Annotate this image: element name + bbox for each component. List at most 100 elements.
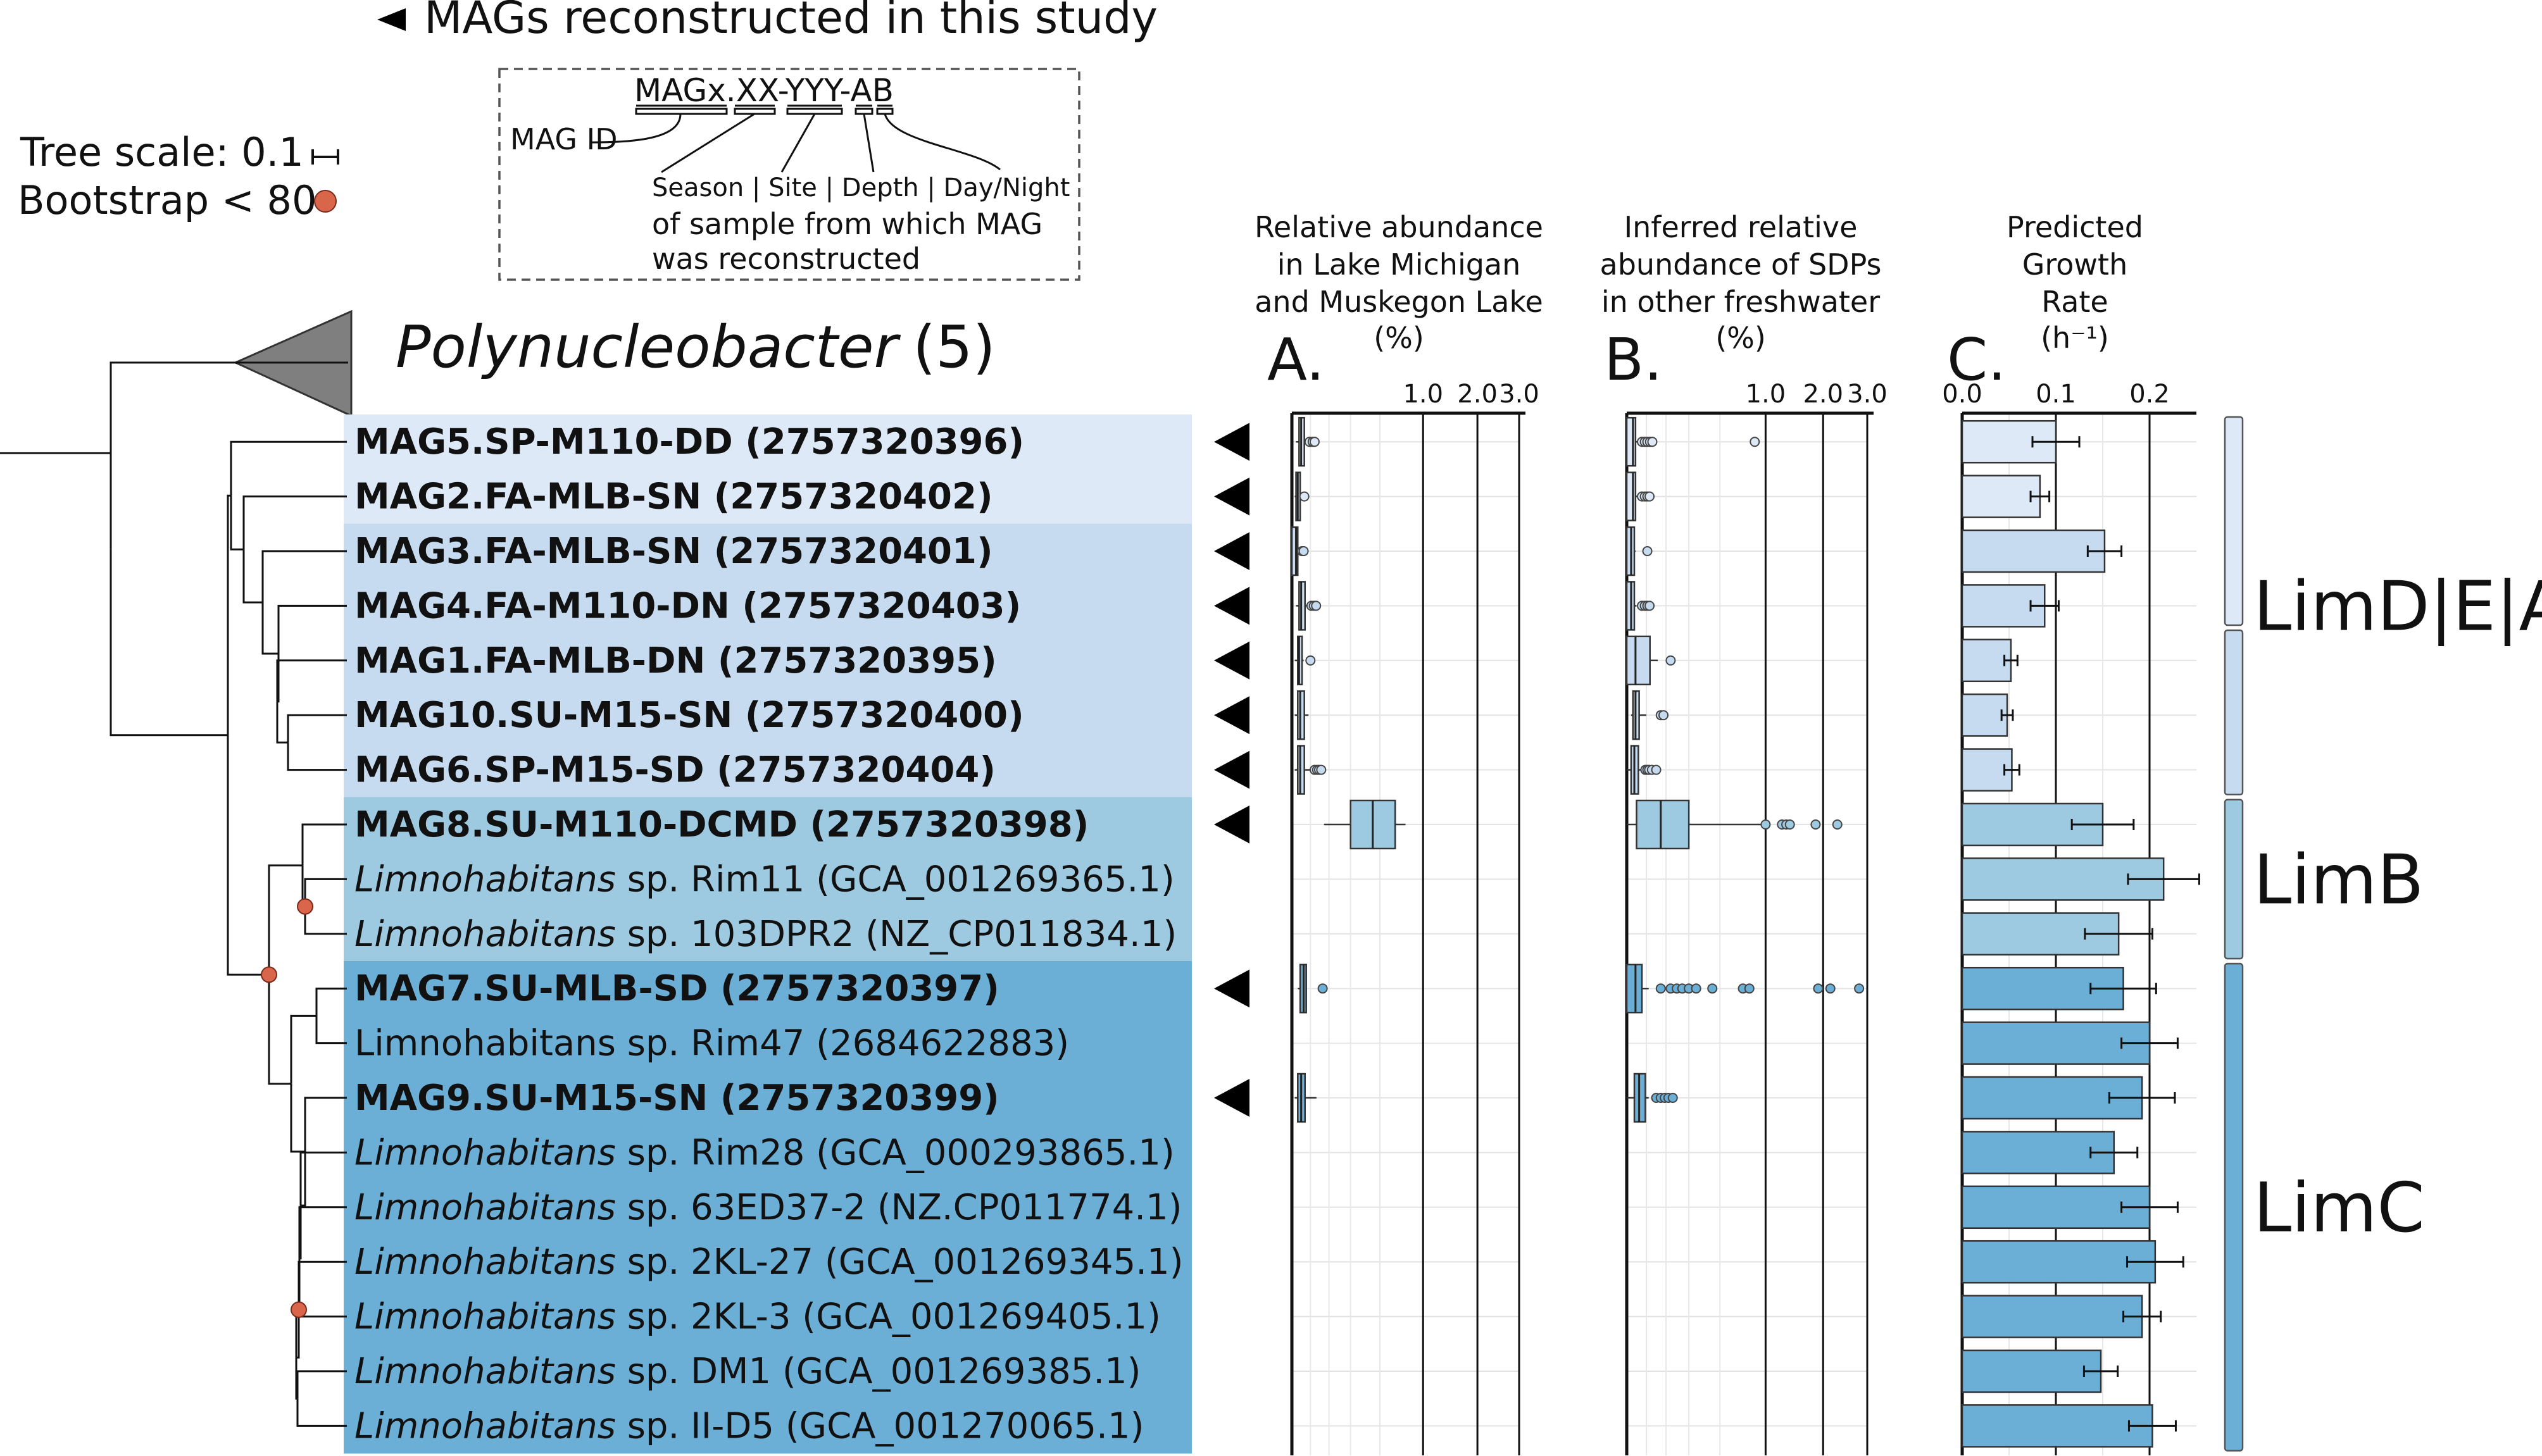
tree-branch bbox=[261, 602, 279, 655]
panel-b-title-line3: in other freshwater bbox=[1601, 285, 1880, 319]
tree-branch bbox=[296, 1370, 347, 1399]
taxon-label: MAG7.SU-MLB-SD (2757320397) bbox=[354, 968, 999, 1009]
axis-tick-label: 1.0 bbox=[1746, 380, 1786, 409]
row-band bbox=[344, 1125, 1192, 1181]
tree-branch bbox=[296, 1398, 347, 1427]
axis-tick-label: 0.0 bbox=[1942, 380, 1982, 409]
taxon-label: MAG10.SU-M15-SN (2757320400) bbox=[354, 695, 1024, 736]
clade-bar bbox=[2224, 962, 2244, 1452]
taxon-label: Limnohabitans sp. 2KL-3 (GCA_001269405.1… bbox=[354, 1297, 1161, 1338]
taxon-genus: Limnohabitans bbox=[354, 1405, 616, 1447]
taxon-genus: Limnohabitans bbox=[354, 1241, 616, 1283]
tree-branch bbox=[298, 1206, 347, 1259]
axis-tick-label: 3.0 bbox=[1499, 380, 1539, 409]
axis-tick-label: 2.0 bbox=[1803, 380, 1843, 409]
taxon-labels: MAG5.SP-M110-DD (2757320396) MAG2.FA-MLB-… bbox=[354, 421, 1183, 1447]
box-outlier bbox=[1667, 1093, 1678, 1103]
mag-marker-label: MAGs reconstructed in this study bbox=[424, 0, 1158, 44]
clade-bar bbox=[2224, 799, 2244, 960]
box-outlier bbox=[1647, 437, 1658, 447]
panel-a-letter: A. bbox=[1267, 326, 1325, 394]
growth-bar bbox=[1961, 1295, 2143, 1338]
mag-marker-triangle-icon bbox=[1214, 1079, 1249, 1117]
growth-bar bbox=[1961, 1240, 2157, 1284]
mag-marker-triangle-icon bbox=[1214, 696, 1249, 735]
tree-branch bbox=[227, 494, 231, 735]
fields-label: Season | Site | Depth | Day/Night bbox=[652, 173, 1070, 202]
row-band bbox=[344, 1235, 1192, 1290]
clade-bars: LimD|E|A LimB LimC bbox=[2224, 416, 2542, 1452]
tree-branch bbox=[304, 906, 347, 935]
tree-branch bbox=[299, 1151, 347, 1206]
mag-marker-triangle-icon bbox=[1214, 969, 1249, 1008]
taxon-label: MAG4.FA-M110-DN (2757320403) bbox=[354, 585, 1021, 626]
row-band bbox=[344, 578, 1192, 634]
taxon-rest: sp. DM1 (GCA_001269385.1) bbox=[616, 1351, 1141, 1392]
box-outlier bbox=[1825, 983, 1836, 994]
tree-branch bbox=[304, 1097, 347, 1152]
clade-label: LimB bbox=[2253, 840, 2424, 919]
box-outlier bbox=[1760, 819, 1771, 830]
key-desc-line2: was reconstructed bbox=[652, 242, 920, 276]
taxon-label: Limnohabitans sp. DM1 (GCA_001269385.1) bbox=[354, 1351, 1141, 1392]
mag-marker-triangle-icon bbox=[1214, 532, 1249, 570]
tree-branch bbox=[297, 1260, 347, 1310]
row-band bbox=[344, 1070, 1192, 1126]
row-band bbox=[344, 852, 1192, 907]
panel-b-title-line2: abundance of SDPs bbox=[1600, 247, 1882, 282]
taxon-rest: sp. 2KL-3 (GCA_001269405.1) bbox=[616, 1297, 1161, 1338]
taxon-label: MAG6.SP-M15-SD (2757320404) bbox=[354, 750, 996, 791]
growth-bar bbox=[1961, 475, 2041, 518]
id-pattern: MAGx.XX-YYY-AB bbox=[634, 72, 894, 109]
collapsed-clade-name: Polynucleobacter bbox=[396, 313, 901, 381]
taxon-genus: Limnohabitans bbox=[354, 1187, 616, 1228]
tree-branch bbox=[287, 714, 347, 743]
panel-c-title-line1: Predicted bbox=[2007, 210, 2143, 244]
taxon-label: MAG1.FA-MLB-DN (2757320395) bbox=[354, 640, 997, 681]
taxon-rest: sp. Rim28 (GCA_000293865.1) bbox=[616, 1132, 1175, 1173]
tree-branch bbox=[277, 604, 347, 654]
panel-c-title-line4: (h⁻¹) bbox=[2041, 321, 2109, 355]
row-band bbox=[344, 633, 1192, 688]
taxon-rest: sp. 103DPR2 (NZ_CP011834.1) bbox=[616, 914, 1177, 955]
axis-tick-label: 0.1 bbox=[2036, 380, 2076, 409]
panel-b-title-line4: (%) bbox=[1715, 321, 1766, 355]
taxon-genus: Limnohabitans bbox=[354, 1351, 616, 1392]
taxon-label: Limnohabitans sp. Rim47 (2684622883) bbox=[354, 1023, 1069, 1064]
box-outlier bbox=[1644, 491, 1655, 502]
growth-bar bbox=[1961, 1404, 2153, 1448]
tree-branch bbox=[287, 742, 347, 771]
axis-tick-label: 2.0 bbox=[1457, 380, 1498, 409]
tree-branch bbox=[290, 1083, 305, 1153]
box-outlier bbox=[1665, 655, 1676, 666]
taxon-rest: sp. 2KL-27 (GCA_001269345.1) bbox=[616, 1241, 1184, 1283]
axis-tick-label: 3.0 bbox=[1847, 380, 1888, 409]
growth-bar bbox=[1961, 1021, 2151, 1065]
panel-letters: A. B. C. bbox=[1267, 326, 2006, 394]
taxon-genus: Limnohabitans bbox=[354, 914, 616, 955]
legend: MAGs reconstructed in this study Tree sc… bbox=[18, 0, 1158, 223]
tree-branch bbox=[230, 495, 244, 551]
panel-c-letter: C. bbox=[1947, 326, 2006, 394]
box-outlier bbox=[1810, 819, 1821, 830]
box-outlier bbox=[1642, 546, 1653, 556]
tree-scale-label: Tree scale: 0.1 bbox=[20, 129, 304, 175]
tree-branch bbox=[301, 823, 347, 866]
taxon-label: MAG8.SU-M110-DCMD (2757320398) bbox=[354, 804, 1089, 845]
box bbox=[1625, 416, 1637, 467]
taxon-rest: sp. 63ED37-2 (NZ.CP011774.1) bbox=[616, 1187, 1182, 1228]
tree-branch bbox=[227, 735, 269, 976]
mag-marker-triangle-icon bbox=[1214, 423, 1249, 461]
panel-c-title-line3: Rate bbox=[2041, 285, 2108, 319]
clade-bar bbox=[2224, 416, 2244, 626]
taxon-label: Limnohabitans sp. 2KL-27 (GCA_001269345.… bbox=[354, 1241, 1183, 1283]
box-outlier bbox=[1299, 491, 1310, 502]
collapsed-clade-label: Polynucleobacter (5) bbox=[396, 313, 996, 381]
tree-branch bbox=[301, 1152, 306, 1207]
axis-tick-label: 0.2 bbox=[2129, 380, 2170, 409]
row-band bbox=[344, 469, 1192, 525]
panel-a-title-line4: (%) bbox=[1374, 321, 1424, 355]
bootstrap-dot-icon bbox=[314, 190, 337, 213]
bootstrap-marker bbox=[261, 966, 277, 983]
tree-branch bbox=[315, 987, 347, 1016]
